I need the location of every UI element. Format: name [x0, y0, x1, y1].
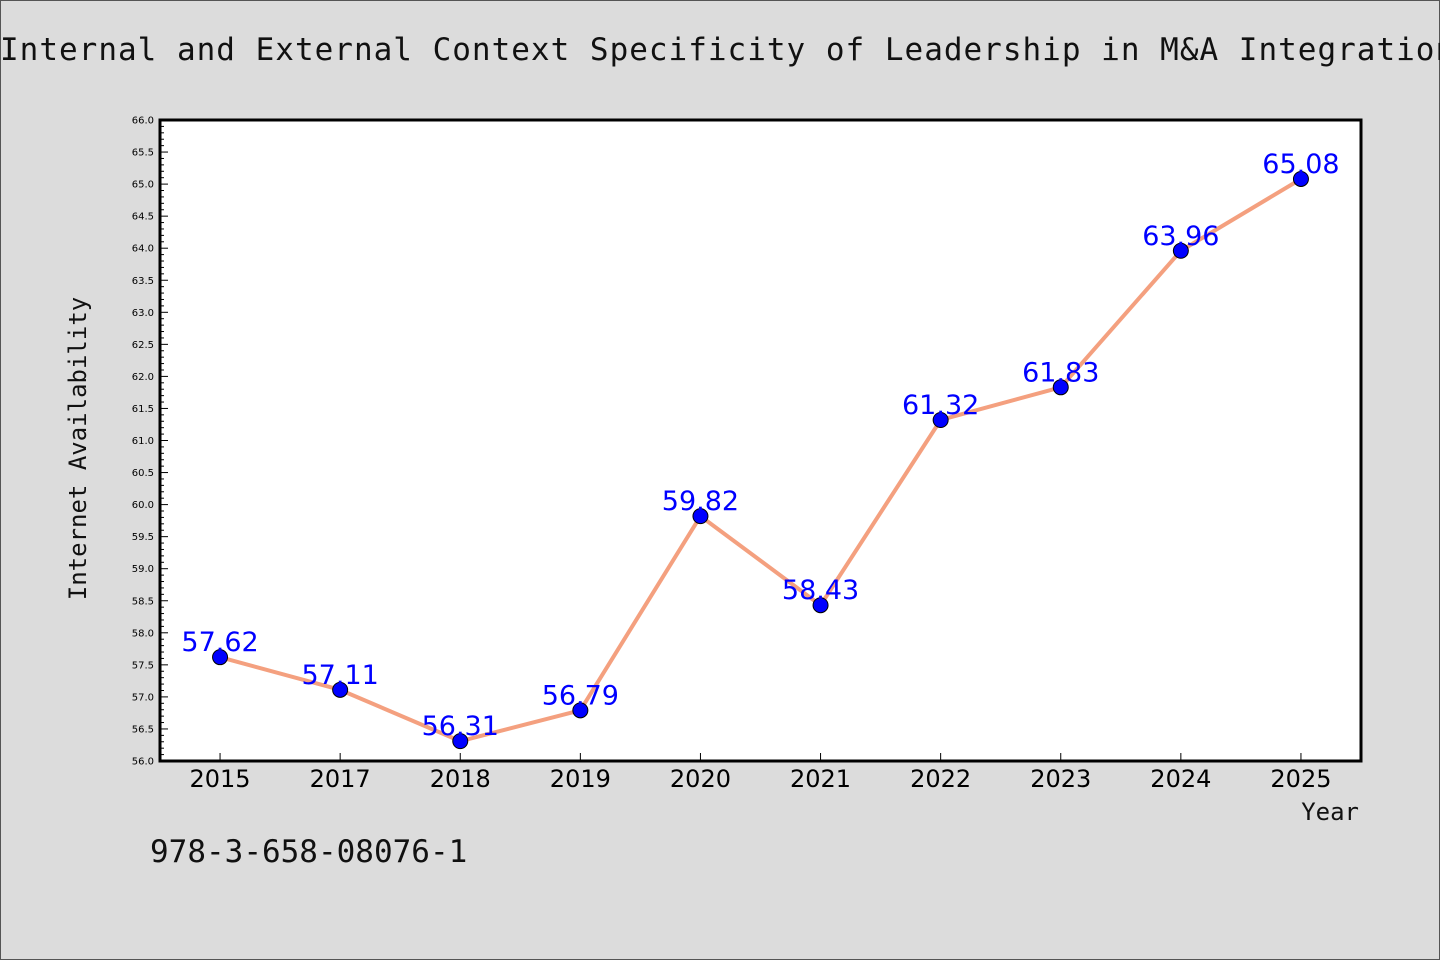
y-tick-label: 66.0 [132, 116, 154, 127]
y-tick-label: 63.5 [132, 276, 154, 287]
data-label: 57.11 [302, 660, 379, 691]
data-point [692, 508, 709, 525]
series-line [219, 177, 1302, 744]
y-tick-label: 60.0 [132, 500, 154, 511]
data-label: 61.32 [902, 390, 979, 421]
y-axis-label: Internet Availability [64, 297, 92, 600]
data-point [1292, 170, 1309, 187]
y-tick-label: 61.0 [132, 436, 154, 447]
x-tick-label: 2019 [550, 765, 611, 793]
data-point [212, 649, 229, 666]
data-point [1172, 242, 1189, 259]
x-axis-label: Year [1301, 798, 1359, 826]
y-tick-label: 65.0 [132, 180, 154, 191]
y-tick-label: 56.5 [132, 724, 154, 735]
y-tick-label: 56.0 [132, 757, 154, 768]
y-tick-label: 64.0 [132, 244, 154, 255]
data-point [812, 597, 829, 614]
x-tick-label: 2021 [790, 765, 851, 793]
plot-area [160, 120, 1361, 761]
data-point [572, 702, 589, 719]
data-label: 63.96 [1142, 221, 1219, 252]
data-label: 65.08 [1262, 149, 1339, 180]
y-tick-label: 62.0 [132, 372, 154, 383]
data-point [332, 681, 349, 698]
y-tick-label: 58.5 [132, 596, 154, 607]
data-point [1052, 379, 1069, 396]
y-tick-label: 57.0 [132, 692, 154, 703]
x-tick-label: 2018 [430, 765, 491, 793]
y-tick-label: 59.5 [132, 532, 154, 543]
x-axis: 2015 2017 2018 2019 2020 2021 2022 2023 2024 2025 [190, 753, 1331, 793]
plot-border [158, 118, 1363, 763]
y-tick-label: 61.5 [132, 404, 154, 415]
y-tick-label: 62.5 [132, 340, 154, 351]
y-tick-label: 63.0 [132, 308, 154, 319]
x-tick-label: 2020 [670, 765, 731, 793]
data-label: 61.83 [1022, 357, 1099, 388]
y-tick-label: 59.0 [132, 564, 154, 575]
x-tick-label: 2015 [190, 765, 251, 793]
x-tick-label: 2017 [310, 765, 371, 793]
y-tick-label: 57.5 [132, 660, 154, 671]
y-tick-label: 60.5 [132, 468, 154, 479]
data-label: 59.82 [662, 486, 739, 517]
isbn-annotation: 978-3-658-08076-1 [150, 834, 468, 870]
data-labels: 57.62 57.11 56.31 56.79 59.82 58.43 61.32 61.83… [181, 149, 1339, 742]
data-point [932, 411, 949, 428]
data-label: 57.62 [181, 627, 258, 658]
y-tick-label: 65.5 [132, 148, 154, 159]
x-tick-label: 2022 [910, 765, 971, 793]
data-point [452, 733, 469, 750]
data-label: 56.79 [542, 680, 619, 711]
chart-title: Internal and External Context Specificit… [0, 32, 1440, 68]
y-tick-label: 64.5 [132, 212, 154, 223]
series-markers [212, 170, 1309, 750]
y-axis: 56.0 56.5 57.0 57.5 58.0 58.5 59.0 59.5 60.0 60.5… [132, 116, 168, 768]
data-label: 56.31 [422, 711, 499, 742]
y-tick-label: 58.0 [132, 628, 154, 639]
data-label: 58.43 [782, 575, 859, 606]
x-tick-label: 2023 [1030, 765, 1091, 793]
x-tick-label: 2024 [1150, 765, 1211, 793]
x-tick-label: 2025 [1270, 765, 1331, 793]
